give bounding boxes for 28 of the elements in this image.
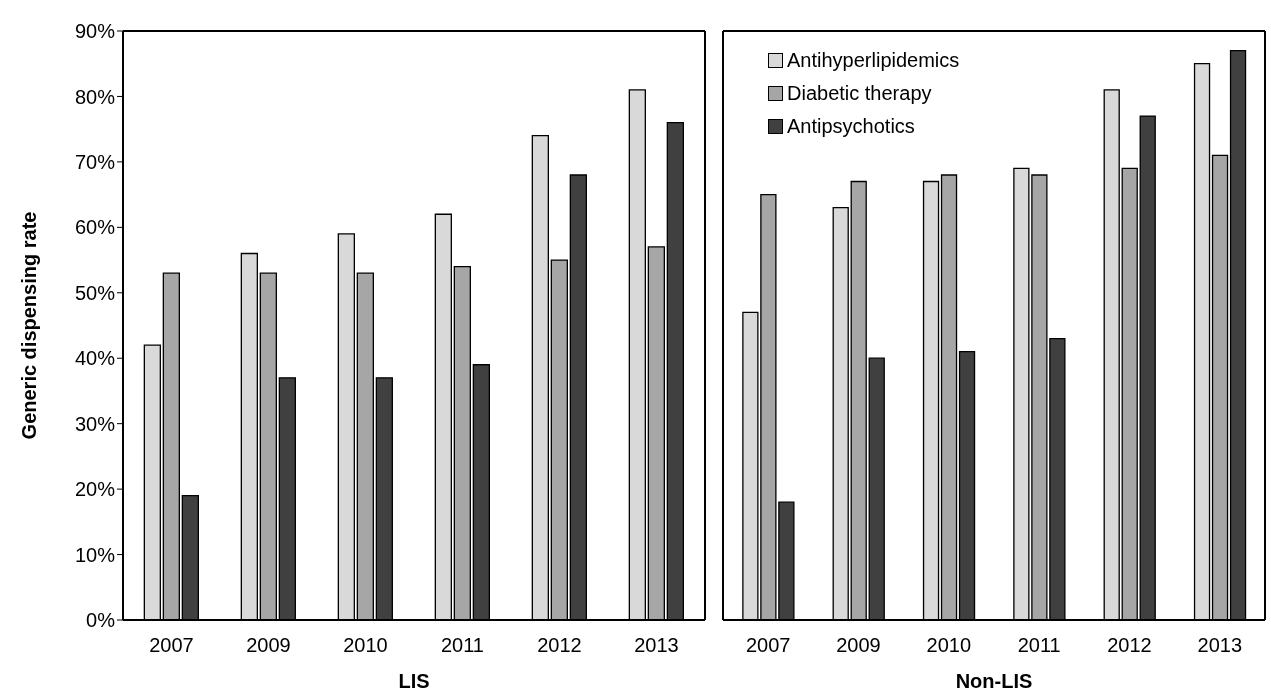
x-axis-title: LIS: [398, 670, 430, 692]
y-tick-label: 70%: [74, 150, 116, 173]
x-tick-label: 2010: [343, 634, 388, 657]
x-tick-label: 2011: [440, 634, 485, 657]
x-tick-label: 2013: [634, 634, 679, 657]
x-tick-label: 2012: [1107, 634, 1152, 657]
legend-label: Antihyperlipidemics: [787, 48, 960, 73]
x-tick-label: 2009: [246, 634, 291, 657]
y-tick-label: 90%: [74, 20, 116, 43]
x-tick-label: 2013: [1197, 634, 1243, 657]
y-tick-label: 30%: [74, 412, 116, 435]
y-tick-label: 80%: [74, 85, 116, 108]
x-tick-label: 2012: [537, 634, 582, 657]
y-tick-label: 60%: [74, 216, 116, 239]
legend-label: Diabetic therapy: [787, 81, 932, 106]
legend-label: Antipsychotics: [787, 114, 915, 139]
y-tick-label: 20%: [74, 478, 116, 501]
y-tick-label: 40%: [74, 347, 116, 370]
x-tick-label: 2011: [1017, 634, 1061, 657]
x-axis-title: Non-LIS: [955, 670, 1033, 692]
x-tick-label: 2007: [745, 634, 791, 657]
y-tick-label: 10%: [74, 543, 116, 566]
x-tick-label: 2007: [149, 634, 194, 657]
x-tick-label: 2009: [836, 634, 881, 657]
y-axis-title: Generic dispensing rate: [18, 211, 41, 440]
y-tick-label: 0%: [86, 609, 116, 632]
y-tick-label: 50%: [74, 281, 116, 304]
x-tick-label: 2010: [926, 634, 972, 657]
